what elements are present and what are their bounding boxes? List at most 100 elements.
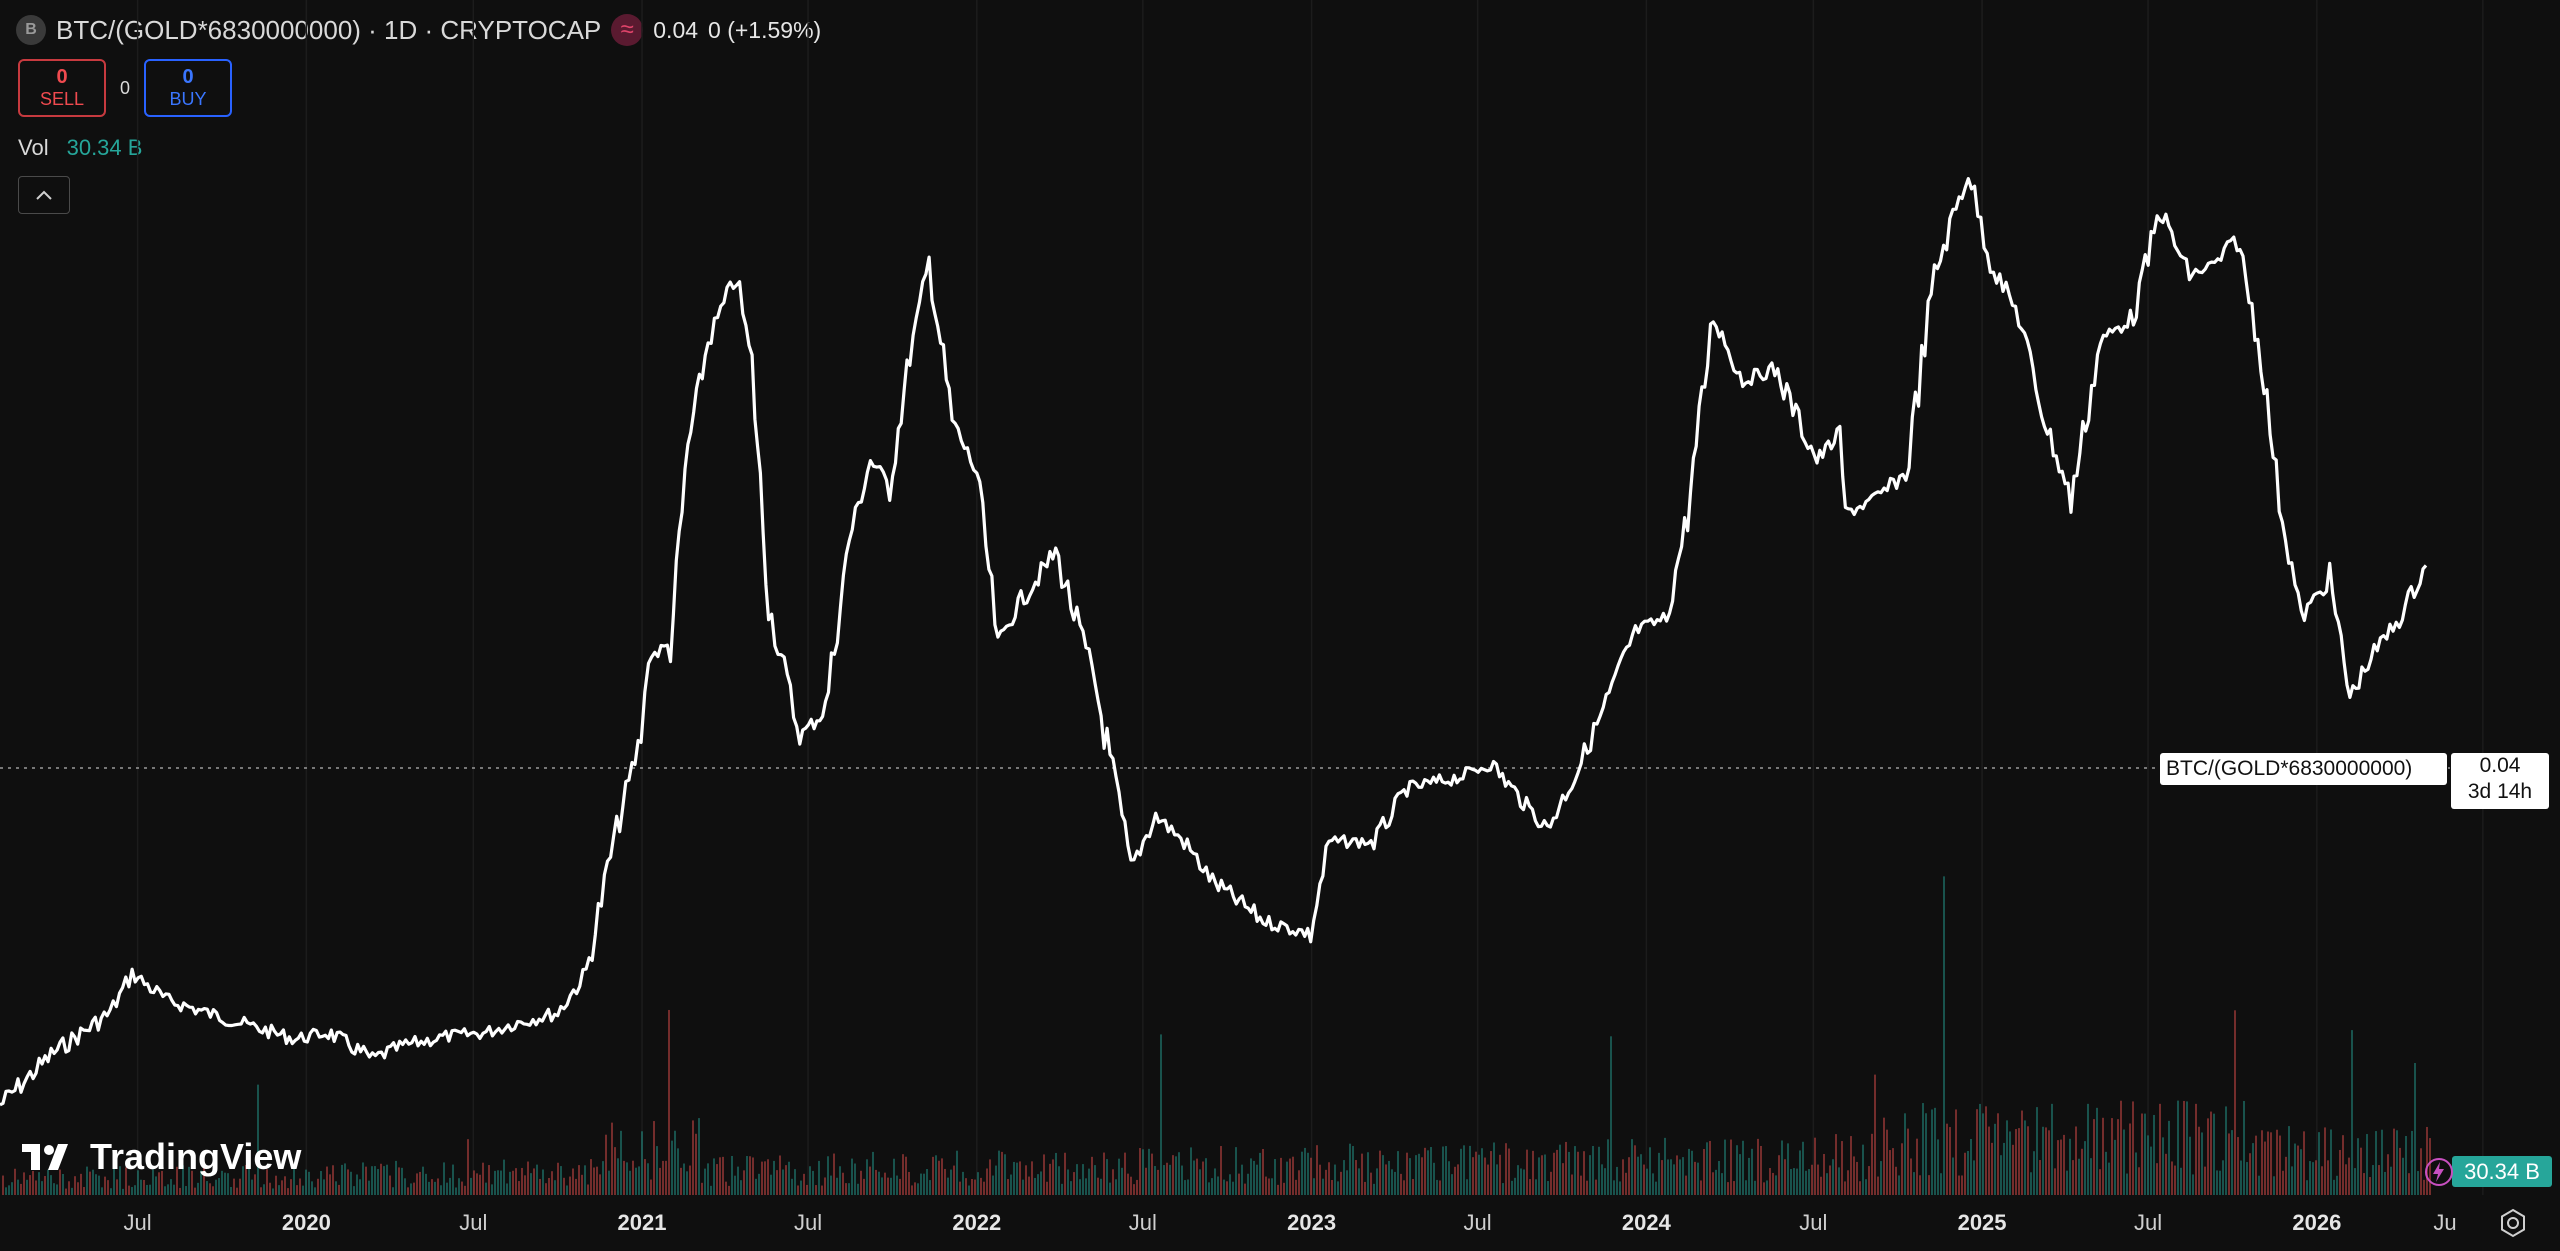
volume-bar	[1010, 1174, 1012, 1195]
volume-bar	[2282, 1170, 2284, 1195]
volume-bar	[1799, 1150, 1801, 1195]
volume-bar	[1448, 1161, 1450, 1195]
volume-legend[interactable]: Vol 30.34 B	[18, 135, 142, 161]
volume-bar	[1472, 1157, 1474, 1195]
volume-bar	[503, 1159, 505, 1195]
volume-bar	[1646, 1168, 1648, 1195]
volume-bar	[572, 1168, 574, 1195]
volume-bar	[1205, 1158, 1207, 1195]
volume-bar	[1736, 1145, 1738, 1195]
sell-button[interactable]: 0 SELL	[18, 59, 106, 117]
symbol-title[interactable]: BTC/(GOLD*6830000000) · 1D · CRYPTOCAP	[56, 14, 602, 45]
volume-bar	[1703, 1149, 1705, 1195]
x-tick-label: Jul	[459, 1210, 488, 1235]
volume-bar	[587, 1184, 589, 1195]
volume-bar	[1610, 1036, 1612, 1195]
volume-bar	[1550, 1171, 1552, 1195]
volume-bar	[932, 1156, 934, 1195]
volume-bar	[1844, 1181, 1846, 1195]
volume-bar	[338, 1184, 340, 1195]
volume-bar	[20, 1183, 22, 1195]
volume-bar	[968, 1185, 970, 1195]
volume-bar	[1142, 1149, 1144, 1195]
volume-bar	[203, 1165, 205, 1195]
volume-bar	[1616, 1166, 1618, 1195]
volume-bar	[1037, 1174, 1039, 1195]
x-tick-label: Ju	[2433, 1210, 2457, 1235]
volume-bar	[233, 1178, 235, 1195]
volume-bar	[803, 1173, 805, 1195]
volume-bar	[2243, 1100, 2245, 1195]
volume-bar	[791, 1178, 793, 1195]
volume-bar	[2141, 1113, 2143, 1195]
volume-bar	[416, 1173, 418, 1195]
volume-bar	[2411, 1130, 2413, 1195]
volume-bar	[1190, 1147, 1192, 1195]
volume-bar	[1082, 1164, 1084, 1195]
volume-bar	[1514, 1177, 1516, 1195]
volume-bar	[1511, 1180, 1513, 1195]
volume-bar	[545, 1183, 547, 1195]
volume-bar	[2225, 1106, 2227, 1195]
volume-bar	[287, 1188, 289, 1195]
volume-bar	[569, 1176, 571, 1195]
volume-bar	[1061, 1183, 1063, 1195]
volume-bar	[602, 1161, 604, 1195]
volume-bar	[95, 1174, 97, 1195]
volume-bar	[515, 1168, 517, 1195]
volume-bar	[2384, 1171, 2386, 1195]
volume-bar	[269, 1182, 271, 1195]
volume-bar	[1748, 1157, 1750, 1195]
buy-count: 0	[182, 66, 194, 88]
volume-bar	[1409, 1158, 1411, 1195]
volume-bar	[230, 1186, 232, 1195]
volume-bar	[1634, 1145, 1636, 1195]
volume-bar	[1244, 1183, 1246, 1195]
volume-bar	[374, 1166, 376, 1195]
volume-bar	[2252, 1143, 2254, 1195]
volume-bar	[2261, 1130, 2263, 1195]
volume-bar	[383, 1166, 385, 1195]
volume-bar	[821, 1185, 823, 1195]
volume-bar	[1658, 1152, 1660, 1195]
buy-button[interactable]: 0 BUY	[144, 59, 233, 117]
volume-bar	[1379, 1150, 1381, 1195]
volume-bar	[2057, 1140, 2059, 1195]
volume-bar	[944, 1168, 946, 1195]
symbol-logo-icon[interactable]: B	[16, 15, 46, 45]
volume-bar	[1115, 1179, 1117, 1195]
volume-bar	[2012, 1144, 2014, 1195]
volume-bar	[485, 1182, 487, 1195]
volume-bar	[1232, 1181, 1234, 1195]
volume-bar	[1280, 1157, 1282, 1195]
volume-bar	[2135, 1152, 2137, 1195]
volume-bar	[731, 1155, 733, 1195]
lightning-icon[interactable]	[2424, 1157, 2454, 1187]
volume-bar	[2009, 1131, 2011, 1195]
volume-bar	[1313, 1178, 1315, 1195]
volume-bar	[2300, 1149, 2302, 1195]
volume-bar	[1064, 1152, 1066, 1195]
volume-bar	[1463, 1145, 1465, 1195]
volume-bar	[2099, 1169, 2101, 1195]
volume-bar	[266, 1169, 268, 1195]
tradingview-logo[interactable]: TradingView	[22, 1136, 301, 1178]
volume-bar	[1652, 1173, 1654, 1195]
price-tag: 0.04 3d 14h	[2451, 753, 2549, 809]
indicator-wave-icon[interactable]: ≈	[611, 14, 644, 46]
volume-bar	[1091, 1156, 1093, 1195]
volume-bar	[809, 1166, 811, 1195]
volume-bar	[935, 1155, 937, 1195]
volume-bar	[581, 1174, 583, 1195]
volume-bar	[1340, 1171, 1342, 1195]
collapse-legend-button[interactable]	[18, 176, 70, 214]
volume-bar	[1790, 1169, 1792, 1195]
settings-gear-icon[interactable]	[2498, 1208, 2528, 1238]
volume-bar	[170, 1179, 172, 1195]
volume-bar	[2111, 1118, 2113, 1195]
volume-bar	[1109, 1182, 1111, 1195]
volume-bar	[2117, 1119, 2119, 1195]
volume-bar	[332, 1165, 334, 1195]
volume-bar	[1250, 1158, 1252, 1195]
